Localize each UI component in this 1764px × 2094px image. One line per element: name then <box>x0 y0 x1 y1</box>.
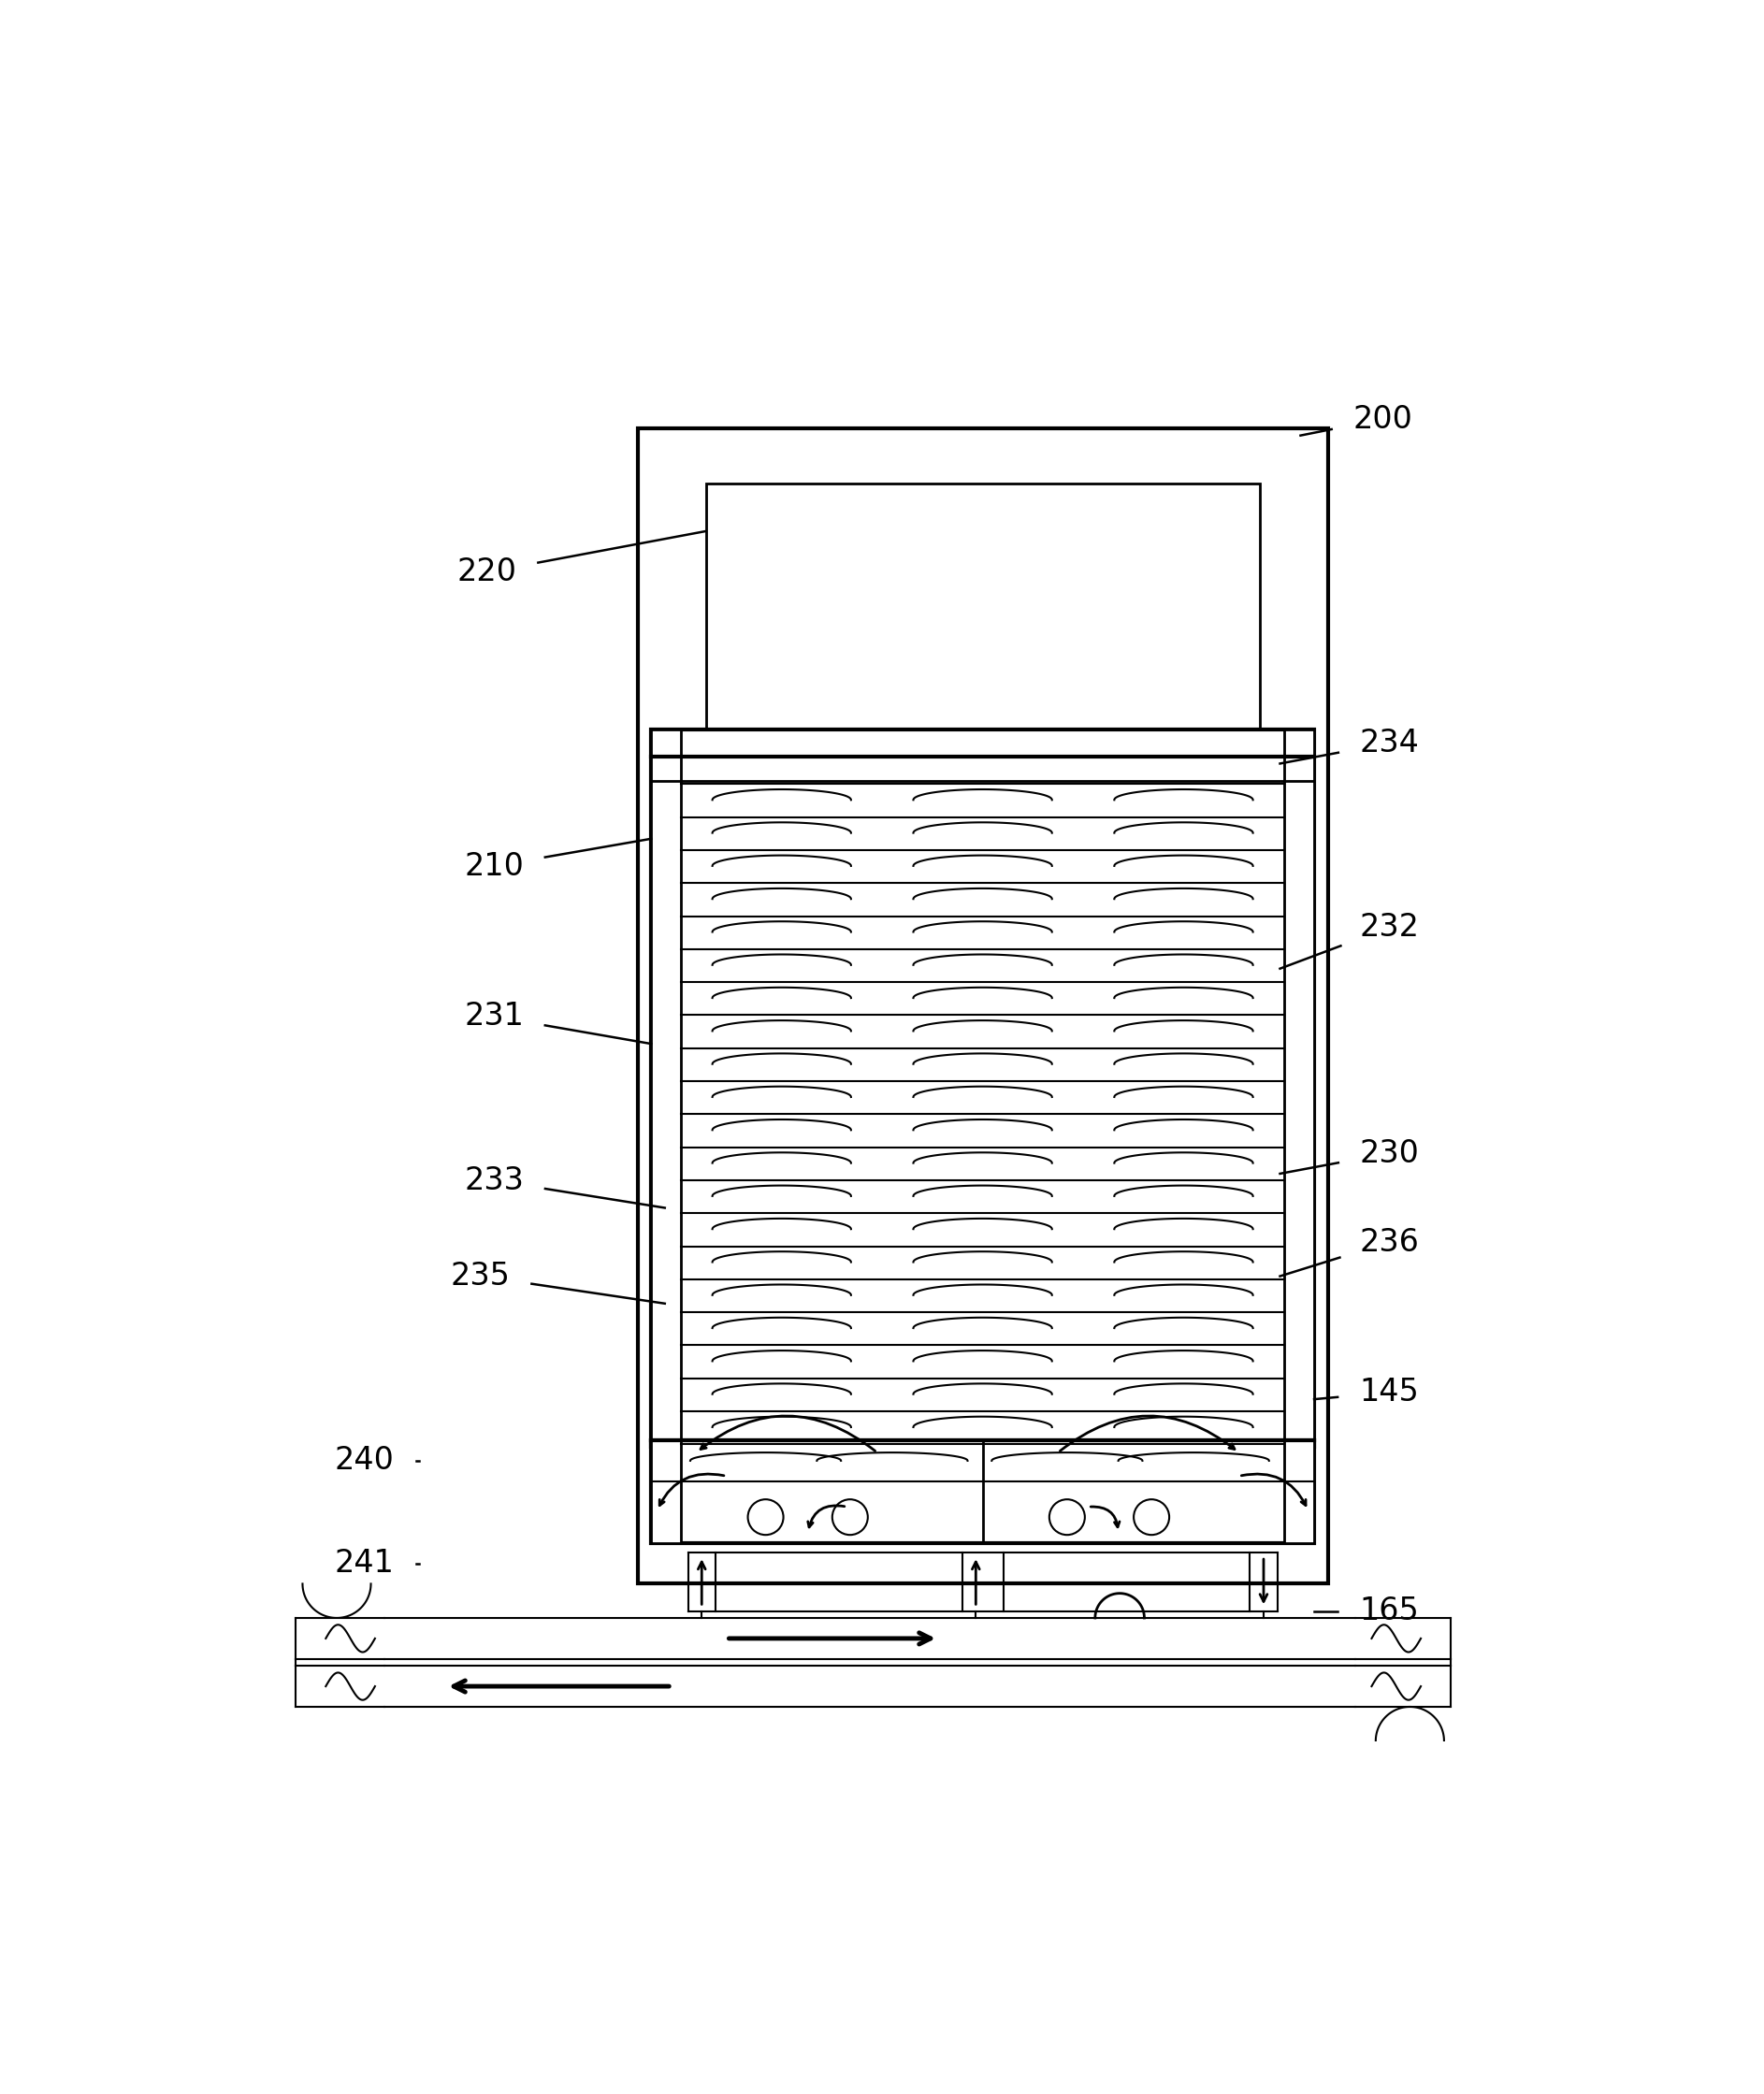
Bar <box>1284 729 1314 1447</box>
Text: 236: 236 <box>1360 1227 1420 1256</box>
Bar <box>1284 1441 1314 1543</box>
Text: 165: 165 <box>1360 1596 1420 1627</box>
Text: 220: 220 <box>457 557 517 588</box>
Text: 145: 145 <box>1360 1378 1420 1407</box>
Bar <box>651 729 681 1447</box>
Text: 233: 233 <box>464 1164 524 1196</box>
Text: 240: 240 <box>333 1445 393 1476</box>
Text: 232: 232 <box>1360 913 1420 942</box>
Text: 230: 230 <box>1360 1137 1420 1168</box>
Bar <box>651 729 1314 1447</box>
Bar <box>651 1441 1314 1543</box>
Text: 234: 234 <box>1360 727 1420 758</box>
Text: 231: 231 <box>464 1001 524 1032</box>
Text: 210: 210 <box>464 850 524 882</box>
Text: 200: 200 <box>1353 404 1413 436</box>
Text: 241: 241 <box>333 1547 393 1579</box>
Bar <box>706 484 1259 737</box>
Bar <box>651 1441 681 1543</box>
Bar <box>637 429 1328 1583</box>
Text: 235: 235 <box>450 1261 510 1292</box>
